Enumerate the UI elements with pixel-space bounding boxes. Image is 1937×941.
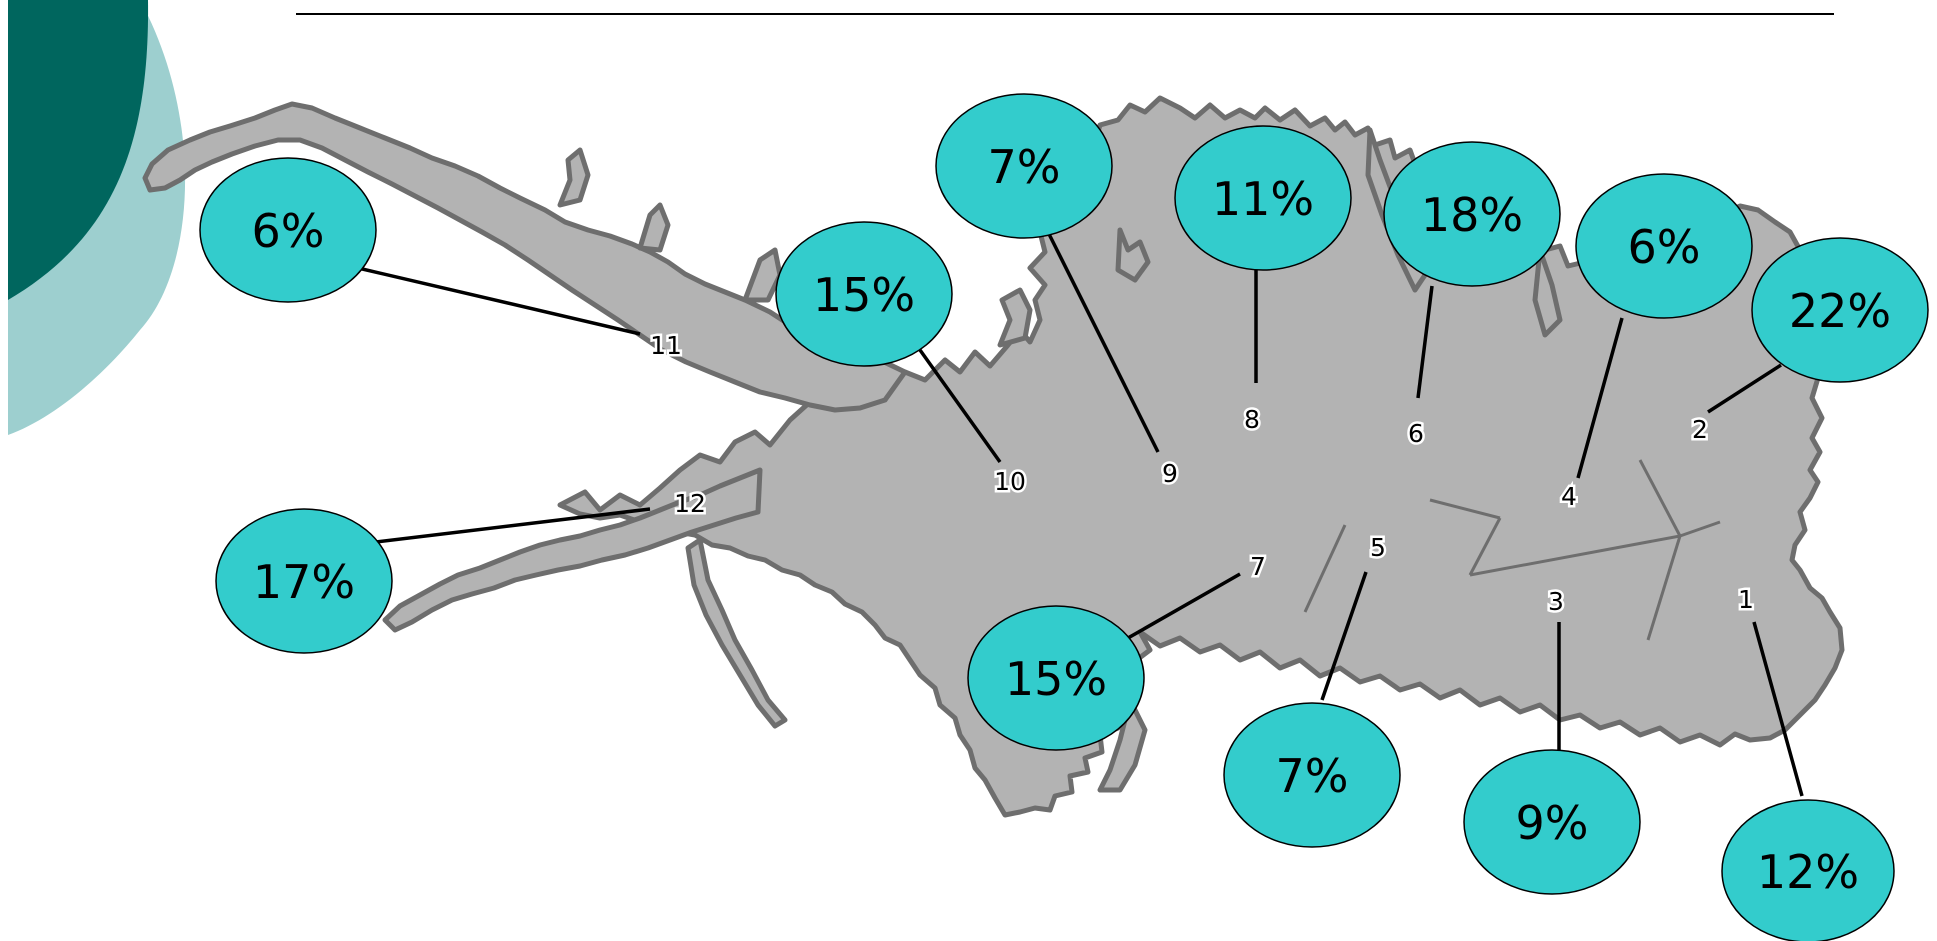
bubble-percent-5: 7%: [1276, 749, 1349, 803]
bubble-zone-10: 15%: [776, 222, 952, 366]
bubble-zone-1: 12%: [1722, 800, 1894, 941]
zone-label-11: 11: [650, 331, 682, 360]
bubble-zone-11: 6%: [200, 158, 376, 302]
bubble-percent-8: 11%: [1212, 172, 1314, 226]
zone-label-12: 12: [674, 489, 706, 518]
bubble-percent-9: 7%: [988, 140, 1061, 194]
bubble-zone-5: 7%: [1224, 703, 1400, 847]
bubble-zone-3: 9%: [1464, 750, 1640, 894]
bubble-percent-2: 22%: [1789, 284, 1891, 338]
bubble-percent-3: 9%: [1516, 796, 1589, 850]
bubble-zone-4: 6%: [1576, 174, 1752, 318]
bubble-percent-10: 15%: [813, 268, 915, 322]
bubble-zone-8: 11%: [1175, 126, 1351, 270]
bubble-zone-6: 18%: [1384, 142, 1560, 286]
bubble-zone-9: 7%: [936, 94, 1112, 238]
bubble-percent-6: 18%: [1421, 188, 1523, 242]
bubble-percent-11: 6%: [252, 204, 325, 258]
zone-label-6: 6: [1408, 419, 1424, 448]
bubble-percent-4: 6%: [1628, 220, 1701, 274]
bubble-percent-12: 17%: [253, 555, 355, 609]
zone-label-1: 1: [1738, 585, 1754, 614]
zone-label-2: 2: [1692, 415, 1708, 444]
zone-label-5: 5: [1370, 533, 1386, 562]
bubble-zone-12: 17%: [216, 509, 392, 653]
corner-decoration: [8, 0, 185, 435]
bubble-percent-1: 12%: [1757, 845, 1859, 899]
bubble-zone-7: 15%: [968, 606, 1144, 750]
bubble-zone-2: 22%: [1752, 238, 1928, 382]
zone-label-9: 9: [1162, 459, 1178, 488]
zone-label-4: 4: [1561, 482, 1577, 511]
zone-label-10: 10: [994, 467, 1026, 496]
zone-label-7: 7: [1250, 552, 1266, 581]
zone-label-3: 3: [1548, 587, 1564, 616]
bubble-percent-7: 15%: [1005, 652, 1107, 706]
zone-label-8: 8: [1244, 405, 1260, 434]
